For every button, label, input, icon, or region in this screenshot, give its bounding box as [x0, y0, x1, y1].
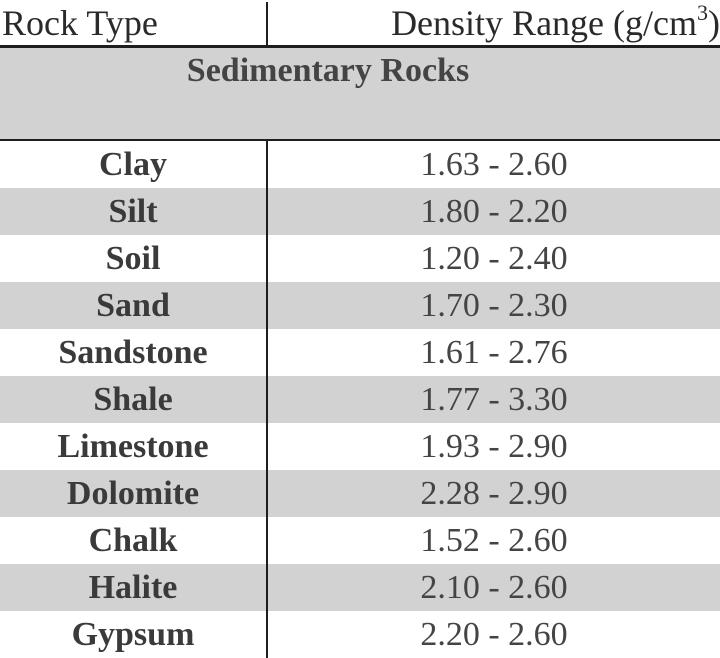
rock-type-cell: Halite — [88, 568, 178, 606]
table-header-row: Rock Type Density Range (g/cm 3) — [0, 0, 720, 46]
density-range-cell: 2.10 - 2.60 — [266, 564, 720, 611]
table-row: Limestone 1.93 - 2.90 — [0, 423, 720, 470]
density-range-cell: 1.61 - 2.76 — [266, 329, 720, 376]
header-rock-type: Rock Type — [2, 3, 158, 43]
density-range-cell: 1.63 - 2.60 — [266, 141, 720, 188]
rock-type-cell: Sandstone — [58, 333, 208, 371]
table-row: Clay 1.63 - 2.60 — [0, 141, 720, 188]
density-range-cell: 2.28 - 2.90 — [266, 470, 720, 517]
section-title: Sedimentary Rocks — [186, 52, 470, 89]
section-rule — [0, 139, 720, 141]
rock-type-cell: Gypsum — [71, 615, 195, 653]
header-density-text: Density Range (g/cm — [391, 3, 697, 43]
header-density-range: Density Range (g/cm 3) — [266, 0, 720, 46]
rock-type-cell: Soil — [105, 239, 161, 277]
density-range-cell: 1.20 - 2.40 — [266, 235, 720, 282]
density-range-cell: 1.93 - 2.90 — [266, 423, 720, 470]
density-range-cell: 1.52 - 2.60 — [266, 517, 720, 564]
density-range-cell: 2.20 - 2.60 — [266, 611, 720, 658]
header-density-exponent: 3 — [697, 0, 708, 25]
table-row: Silt 1.80 - 2.20 — [0, 188, 720, 235]
table-row: Soil 1.20 - 2.40 — [0, 235, 720, 282]
density-range-cell: 1.70 - 2.30 — [266, 282, 720, 329]
rock-type-cell: Chalk — [88, 521, 178, 559]
density-range-cell: 1.77 - 3.30 — [266, 376, 720, 423]
density-range-cell: 1.80 - 2.20 — [266, 188, 720, 235]
header-rule — [0, 45, 720, 48]
rock-type-cell: Shale — [93, 380, 173, 418]
rock-type-cell: Sand — [96, 286, 170, 324]
table-row: Dolomite 2.28 - 2.90 — [0, 470, 720, 517]
table-row: Sandstone 1.61 - 2.76 — [0, 329, 720, 376]
table-row: Gypsum 2.20 - 2.60 — [0, 611, 720, 658]
table-row: Chalk 1.52 - 2.60 — [0, 517, 720, 564]
rock-type-cell: Dolomite — [66, 474, 200, 512]
rock-type-cell: Clay — [99, 145, 167, 183]
header-density-close: ) — [708, 3, 720, 43]
rock-type-cell: Limestone — [57, 427, 209, 465]
table-row: Halite 2.10 - 2.60 — [0, 564, 720, 611]
table-row: Sand 1.70 - 2.30 — [0, 282, 720, 329]
table-row: Shale 1.77 - 3.30 — [0, 376, 720, 423]
section-band — [0, 48, 720, 140]
rock-type-cell: Silt — [108, 192, 158, 230]
